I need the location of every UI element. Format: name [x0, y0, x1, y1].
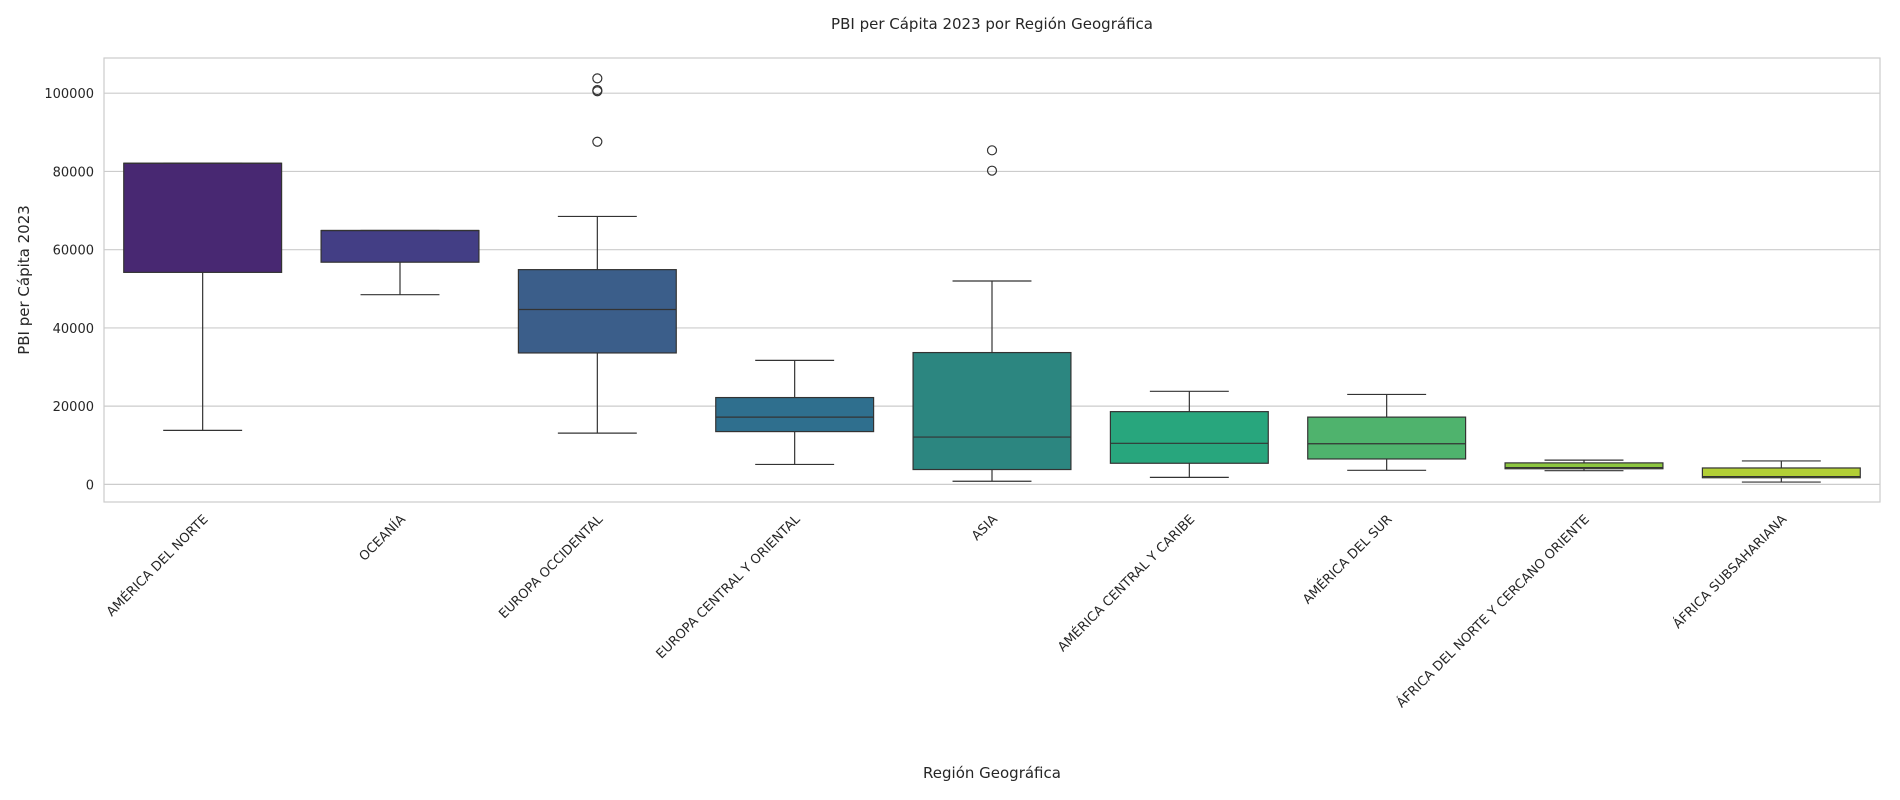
y-tick-label: 0 [86, 478, 94, 493]
outlier-point [592, 136, 603, 147]
box [517, 269, 677, 354]
box [715, 396, 875, 433]
y-tick-label: 80000 [53, 165, 94, 180]
box-group [715, 359, 875, 466]
x-tick-label: OCEANÍA [356, 511, 409, 564]
box [1109, 411, 1269, 464]
outlier-point [592, 84, 603, 96]
box-series [123, 73, 1861, 483]
x-tick-label: AMÉRICA DEL SUR [1300, 512, 1396, 608]
box-group [1701, 460, 1861, 483]
box [1701, 467, 1861, 479]
outlier-point [986, 165, 998, 176]
x-tick-label: ÁFRICA SUBSAHARIANA [1670, 511, 1790, 631]
y-tick-label: 100000 [44, 87, 94, 102]
outlier-point [592, 73, 603, 84]
x-axis-ticks: AMÉRICA DEL NORTE OCEANÍA EUROPA OCCIDENTA… [103, 511, 1790, 711]
y-tick-label: 20000 [53, 400, 94, 415]
y-axis-ticks: 0 20000 40000 60000 80000 100000 [44, 87, 94, 493]
box-group [912, 145, 1072, 482]
y-axis-label: PBI per Cápita 2023 [15, 205, 33, 355]
box-group [320, 229, 480, 296]
box [1307, 416, 1467, 460]
box-group [123, 162, 283, 432]
box [320, 229, 480, 263]
x-tick-label: EUROPA CENTRAL Y ORIENTAL [654, 512, 804, 662]
x-tick-label: AMÉRICA DEL NORTE [103, 512, 211, 620]
box [1504, 462, 1664, 470]
box-group [1504, 459, 1664, 472]
chart-title: PBI per Cápita 2023 por Región Geográfic… [831, 15, 1153, 33]
outlier-point [986, 145, 998, 156]
box-group [1307, 393, 1467, 471]
box-group [1109, 390, 1269, 478]
x-tick-label: ÁFRICA DEL NORTE Y CERCANO ORIENTE [1393, 512, 1593, 712]
gridlines [104, 92, 1880, 485]
box [123, 162, 283, 273]
x-tick-label: ASIA [969, 512, 1001, 544]
x-tick-label: EUROPA OCCIDENTAL [496, 512, 606, 622]
box [912, 351, 1072, 471]
box-group [517, 73, 677, 434]
x-tick-label: AMÉRICA CENTRAL Y CARIBE [1055, 512, 1199, 656]
y-tick-label: 40000 [53, 322, 94, 337]
x-axis-label: Región Geográfica [923, 764, 1061, 782]
y-tick-label: 60000 [53, 244, 94, 259]
